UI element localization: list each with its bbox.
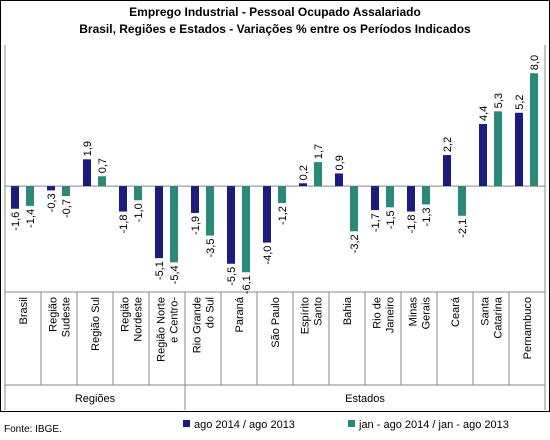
value-label: 5,2	[514, 94, 526, 109]
x-tick-label: Sudeste	[61, 297, 73, 337]
value-label: -1,5	[385, 210, 397, 229]
bar	[206, 186, 214, 236]
legend-swatch	[348, 420, 355, 427]
bar	[530, 73, 538, 187]
value-label: -5,5	[226, 267, 238, 286]
x-tick-label: Ceará	[450, 296, 462, 327]
x-tick-label: do Sul	[205, 297, 217, 328]
value-label: 0,9	[334, 155, 346, 170]
legend-swatch	[183, 420, 190, 427]
bar	[515, 112, 523, 187]
bar	[263, 186, 271, 243]
bar	[443, 155, 451, 187]
bar	[170, 186, 178, 263]
x-tick-label: São Paulo	[270, 297, 282, 348]
value-label: 0,2	[298, 165, 310, 180]
legend-label: jan - ago 2014 / jan - ago 2013	[358, 419, 509, 431]
bar	[134, 186, 142, 201]
chart-title: Emprego Industrial - Pessoal Ocupado Ass…	[129, 5, 421, 19]
value-label: -3,2	[349, 234, 361, 253]
bar	[47, 186, 55, 191]
bar	[335, 173, 343, 187]
x-tick-label: Região	[120, 297, 132, 332]
value-label: 4,4	[478, 106, 490, 121]
x-tick-label: Espírito	[300, 297, 312, 334]
bar	[299, 183, 307, 187]
value-label: 8,0	[529, 55, 541, 70]
legend-label: ago 2014 / ago 2013	[194, 419, 295, 431]
bar	[371, 186, 379, 211]
value-label: -1,7	[370, 213, 382, 232]
value-label: -1,9	[190, 216, 202, 235]
value-label: -6,1	[241, 275, 253, 294]
group-label: Regiões	[75, 393, 116, 405]
x-tick-label: Região	[48, 297, 60, 332]
x-tick-label: Rio Grande	[192, 297, 204, 353]
x-tick-label: Catarina	[493, 296, 505, 338]
value-label: -1,8	[118, 215, 130, 234]
x-tick-label: Gerais	[421, 297, 433, 330]
bar	[350, 186, 358, 232]
x-tick-label: Brasil	[18, 297, 30, 325]
x-tick-label: Santo	[313, 297, 325, 326]
chart-border	[0, 0, 550, 412]
value-label: -1,4	[25, 209, 37, 228]
bar	[494, 111, 502, 187]
bar	[83, 159, 91, 187]
chart-subtitle: Brasil, Regiões e Estados - Variações % …	[79, 22, 471, 36]
bar	[227, 186, 235, 264]
x-tick-label: Pernambuco	[522, 297, 534, 359]
bar	[191, 186, 199, 213]
x-tick-label: Nordeste	[133, 297, 145, 342]
bar	[11, 186, 19, 209]
bar	[458, 186, 466, 216]
x-tick-label: Minas	[408, 297, 420, 327]
value-label: 1,7	[313, 144, 325, 159]
value-label: -5,4	[169, 265, 181, 284]
value-label: -1,6	[10, 212, 22, 231]
bar	[62, 186, 70, 197]
group-label: Estados	[345, 393, 385, 405]
bar	[155, 186, 163, 259]
x-tick-label: Região Sul	[90, 297, 102, 351]
bar	[98, 176, 106, 187]
bar	[479, 124, 487, 187]
x-tick-label: Paraná	[234, 296, 246, 332]
value-label: 5,3	[493, 93, 505, 108]
x-tick-label: Região Norte	[156, 297, 168, 362]
value-label: -2,1	[457, 219, 469, 238]
bar	[119, 186, 127, 212]
bar	[407, 186, 415, 212]
x-tick-label: e Centro-	[169, 297, 181, 343]
x-tick-label: Santa	[480, 296, 492, 326]
value-label: -0,7	[61, 199, 73, 218]
value-label: -1,2	[277, 206, 289, 225]
x-tick-label: Janeiro	[385, 297, 397, 333]
value-label: -3,5	[205, 239, 217, 258]
x-tick-label: Rio de	[372, 297, 384, 329]
value-label: -5,1	[154, 261, 166, 280]
value-label: 2,2	[442, 137, 454, 152]
x-tick-label: Bahia	[342, 296, 354, 325]
bar	[242, 186, 250, 273]
bar	[26, 186, 34, 206]
value-label: -1,3	[421, 207, 433, 226]
value-label: 0,7	[97, 158, 109, 173]
value-label: -0,3	[46, 193, 58, 212]
bar	[422, 186, 430, 205]
value-label: -1,0	[133, 203, 145, 222]
value-label: 1,9	[82, 141, 94, 156]
value-label: -4,0	[262, 246, 274, 265]
source-note: Fonte: IBGE.	[4, 424, 62, 435]
bar	[314, 162, 322, 187]
value-label: -1,8	[406, 215, 418, 234]
bar	[386, 186, 394, 208]
bar	[278, 186, 286, 204]
